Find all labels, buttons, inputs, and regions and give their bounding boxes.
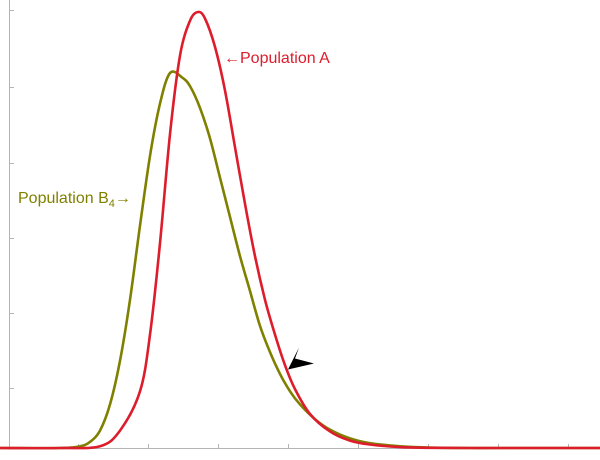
y-axis [9,0,14,448]
series-line-population-b [0,70,600,450]
series-line-population-a [0,10,600,450]
label-population-b-subscript: 4 [109,198,115,210]
y-ticks [9,10,14,389]
arrowhead-annotation [288,347,314,370]
label-population-a: ←Population A [224,50,330,67]
label-population-b: Population B4→ [18,190,131,210]
